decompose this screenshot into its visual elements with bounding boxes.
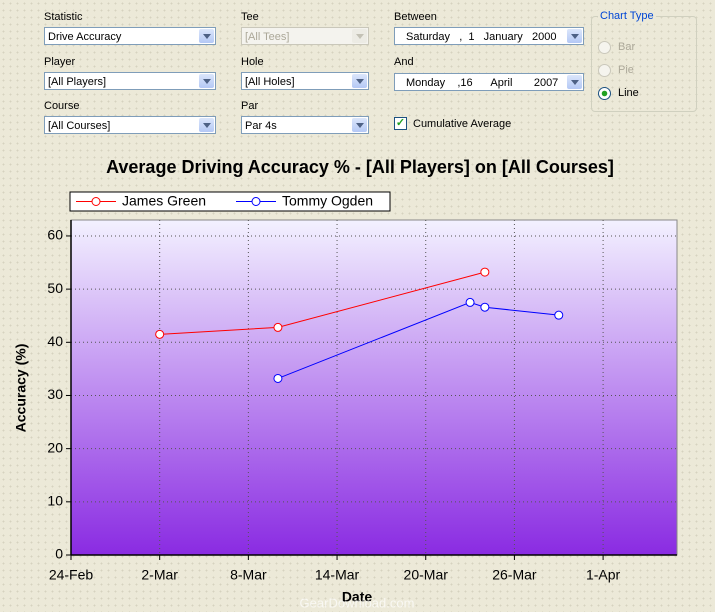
combo-value: [All Holes] — [245, 76, 295, 88]
data-point — [554, 310, 564, 320]
watermark: GearDownload.com — [300, 595, 415, 610]
data-point — [155, 329, 165, 339]
x-tick-label: 24-Feb — [49, 567, 94, 583]
x-tick-label: 14-Mar — [315, 567, 360, 583]
y-tick-label: 10 — [47, 493, 63, 509]
label: Player — [44, 56, 76, 68]
combo-value: [All Tees] — [245, 31, 290, 43]
x-tick-label: 20-Mar — [404, 567, 449, 583]
weekday: Saturday — [406, 31, 451, 43]
data-point — [273, 322, 283, 332]
combo-value: [All Courses] — [48, 120, 111, 132]
combo-value: [All Players] — [48, 76, 107, 88]
y-tick-label: 20 — [47, 439, 63, 455]
data-point — [480, 302, 490, 312]
x-axis-label: Date — [342, 589, 373, 605]
x-tick-label: 1-Apr — [586, 567, 621, 583]
x-tick-label: 26-Mar — [492, 567, 537, 583]
label: Statistic — [44, 11, 83, 23]
day: 1 — [468, 31, 475, 43]
label: Par — [241, 100, 259, 112]
y-tick-label: 0 — [55, 546, 63, 562]
y-tick-label: 30 — [47, 386, 63, 402]
legend — [69, 191, 391, 212]
x-tick-label: 8-Mar — [230, 567, 267, 583]
par-combo[interactable]: Par 4s — [241, 116, 369, 134]
series-line — [277, 301, 559, 379]
plot-area — [70, 219, 678, 556]
label: Course — [44, 100, 80, 112]
chart-type-radio[interactable]: Bar — [598, 41, 635, 54]
label: And — [394, 56, 414, 68]
legend-marker — [91, 197, 101, 206]
day: 16 — [460, 77, 473, 89]
legend-marker — [251, 197, 261, 206]
label: Tee — [241, 11, 259, 23]
month: April — [490, 77, 513, 89]
course-combo[interactable]: [All Courses] — [44, 116, 216, 134]
year: 2000 — [531, 31, 557, 43]
y-tick-label: 60 — [47, 227, 63, 243]
group-title: Chart Type — [598, 10, 656, 22]
y-tick-label: 40 — [47, 333, 63, 349]
legend-label: James Green — [122, 193, 206, 209]
label: Between — [394, 11, 437, 23]
chart-type-group: Chart Type Bar Pie Line — [591, 10, 697, 112]
chart-type-radio[interactable]: Line — [598, 87, 639, 100]
and-date[interactable]: Monday ,16 April 2007 — [394, 73, 584, 91]
tee-combo: [All Tees] — [241, 27, 369, 45]
data-point — [273, 373, 283, 383]
legend-label: Tommy Ogden — [282, 193, 373, 209]
y-axis-label: Accuracy (%) — [13, 344, 29, 433]
data-point — [480, 267, 490, 277]
data-point — [465, 297, 475, 307]
label: Hole — [241, 56, 264, 68]
cumulative-checkbox[interactable]: Cumulative Average — [394, 117, 511, 130]
chart-title: Average Driving Accuracy % - [All Player… — [106, 157, 614, 177]
player-combo[interactable]: [All Players] — [44, 72, 216, 90]
combo-value: Par 4s — [245, 120, 277, 132]
between-date[interactable]: Saturday , 1 January 2000 — [394, 27, 584, 45]
x-tick-label: 2-Mar — [141, 567, 178, 583]
weekday: Monday — [406, 77, 446, 89]
combo-value: Drive Accuracy — [48, 31, 122, 43]
month: January — [483, 31, 523, 43]
y-tick-label: 50 — [47, 280, 63, 296]
chart-type-radio[interactable]: Pie — [598, 64, 634, 77]
hole-combo[interactable]: [All Holes] — [241, 72, 369, 90]
year: 2007 — [533, 77, 559, 89]
statistic-combo[interactable]: Drive Accuracy — [44, 27, 216, 45]
